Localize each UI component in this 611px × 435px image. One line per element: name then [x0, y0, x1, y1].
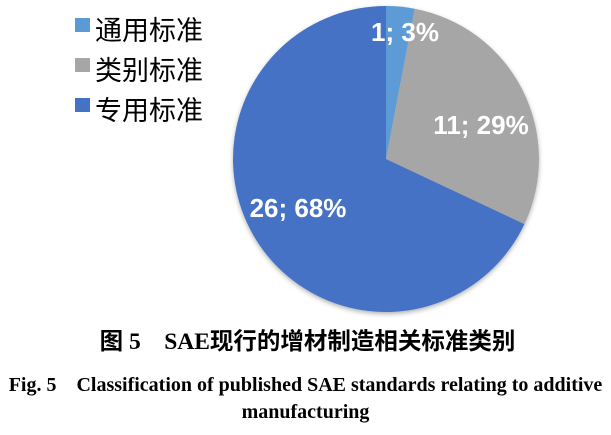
svg-text:26; 68%: 26; 68%: [250, 193, 347, 223]
svg-text:1; 3%: 1; 3%: [371, 17, 439, 47]
svg-text:11; 29%: 11; 29%: [433, 110, 528, 140]
